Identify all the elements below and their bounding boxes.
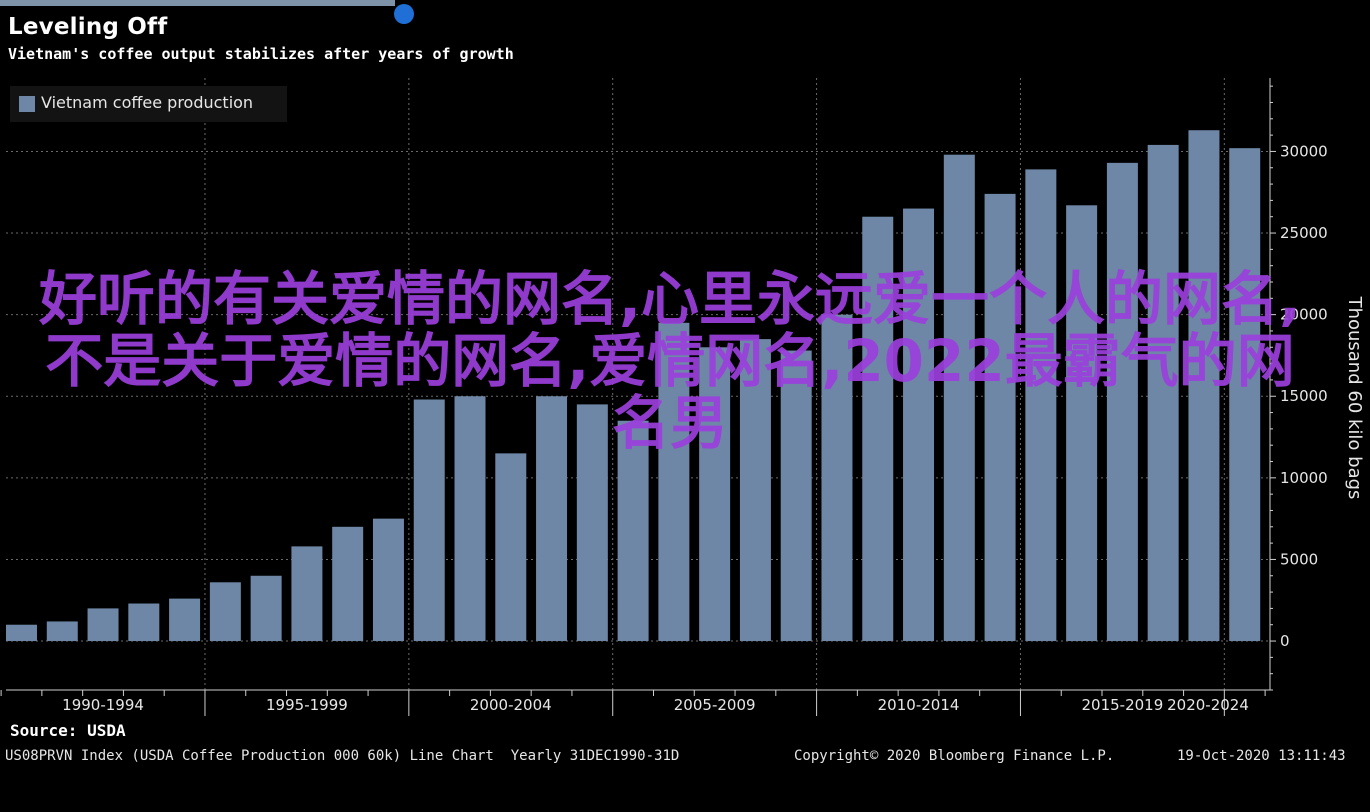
source-label: Source: USDA bbox=[10, 721, 126, 740]
bar-2000 bbox=[413, 399, 445, 642]
bar-2009 bbox=[780, 350, 812, 642]
y-tick-label: 30000 bbox=[1280, 142, 1328, 160]
x-tick-label: 1990-1994 bbox=[62, 696, 144, 714]
y-axis-label: Thousand 60 kilo bags bbox=[1344, 296, 1365, 500]
y-tick-label: 25000 bbox=[1280, 224, 1328, 242]
y-tick-label: 20000 bbox=[1280, 306, 1328, 324]
bar-chart: 0 5000 10000 15000 20000 25000 30000 Thousand 6… bbox=[0, 78, 1365, 716]
bar-2019 bbox=[1188, 130, 1220, 642]
bar-1995 bbox=[209, 582, 241, 642]
scroll-handle[interactable] bbox=[394, 4, 414, 24]
bar-2012 bbox=[903, 208, 935, 642]
bar-1994 bbox=[169, 598, 201, 642]
bar-2007 bbox=[699, 347, 731, 642]
bar-1998 bbox=[332, 526, 364, 642]
legend: Vietnam coffee production bbox=[10, 86, 287, 122]
overlay-watermark-text: 好听的有关爱情的网名,心里永远爱一个人的网名,不是关于爱情的网名,爱情网名,20… bbox=[38, 265, 1302, 457]
bar-1997 bbox=[291, 546, 323, 642]
bar-2017 bbox=[1106, 162, 1138, 642]
y-tick-label: 10000 bbox=[1280, 469, 1328, 487]
bar-1996 bbox=[250, 575, 282, 642]
bar-2002 bbox=[495, 453, 527, 642]
legend-label: Vietnam coffee production bbox=[41, 93, 254, 112]
bar-2004 bbox=[576, 404, 608, 642]
bar-2015 bbox=[1025, 169, 1057, 642]
y-tick-label: 0 bbox=[1280, 632, 1290, 650]
bar-2006 bbox=[658, 322, 690, 642]
footer-bar: US08PRVN Index (USDA Coffee Production 0… bbox=[5, 748, 1346, 812]
bar-2016 bbox=[1066, 205, 1098, 642]
y-tick-label: 15000 bbox=[1280, 387, 1328, 405]
bar-1993 bbox=[128, 603, 160, 642]
chart-title: Leveling Off bbox=[8, 14, 168, 40]
top-scroll-strip bbox=[0, 0, 395, 6]
x-tick-label: 2015-2019 bbox=[1082, 696, 1164, 714]
x-tick-label: 2010-2014 bbox=[878, 696, 960, 714]
bar-2008 bbox=[739, 339, 771, 642]
bar-2013 bbox=[943, 154, 975, 642]
bar-1992 bbox=[87, 608, 119, 642]
legend-swatch bbox=[19, 96, 35, 112]
bar-2005 bbox=[617, 420, 649, 642]
bar-1990 bbox=[6, 624, 37, 642]
bar-2014 bbox=[984, 193, 1016, 642]
y-tick-label: 5000 bbox=[1280, 550, 1318, 568]
x-tick-label: 1995-1999 bbox=[266, 696, 348, 714]
footer-index: US08PRVN Index (USDA Coffee Production 0… bbox=[5, 748, 680, 764]
x-tick-label: 2005-2009 bbox=[674, 696, 756, 714]
x-tick-label: 2020-2024 bbox=[1167, 696, 1249, 714]
footer-copyright: Copyright© 2020 Bloomberg Finance L.P. bbox=[794, 748, 1115, 764]
bar-2018 bbox=[1147, 144, 1179, 642]
bar-2010 bbox=[821, 314, 853, 642]
bar-2020 bbox=[1229, 148, 1261, 642]
footer-timestamp: 19-Oct-2020 13:11:43 bbox=[1177, 748, 1346, 764]
bar-2001 bbox=[454, 396, 486, 642]
x-tick-label: 2000-2004 bbox=[470, 696, 552, 714]
chart-subtitle: Vietnam's coffee output stabilizes after… bbox=[8, 45, 514, 63]
bar-1999 bbox=[372, 518, 404, 642]
bar-1991 bbox=[46, 621, 78, 642]
bar-2011 bbox=[862, 216, 894, 642]
bar-2003 bbox=[536, 396, 568, 642]
